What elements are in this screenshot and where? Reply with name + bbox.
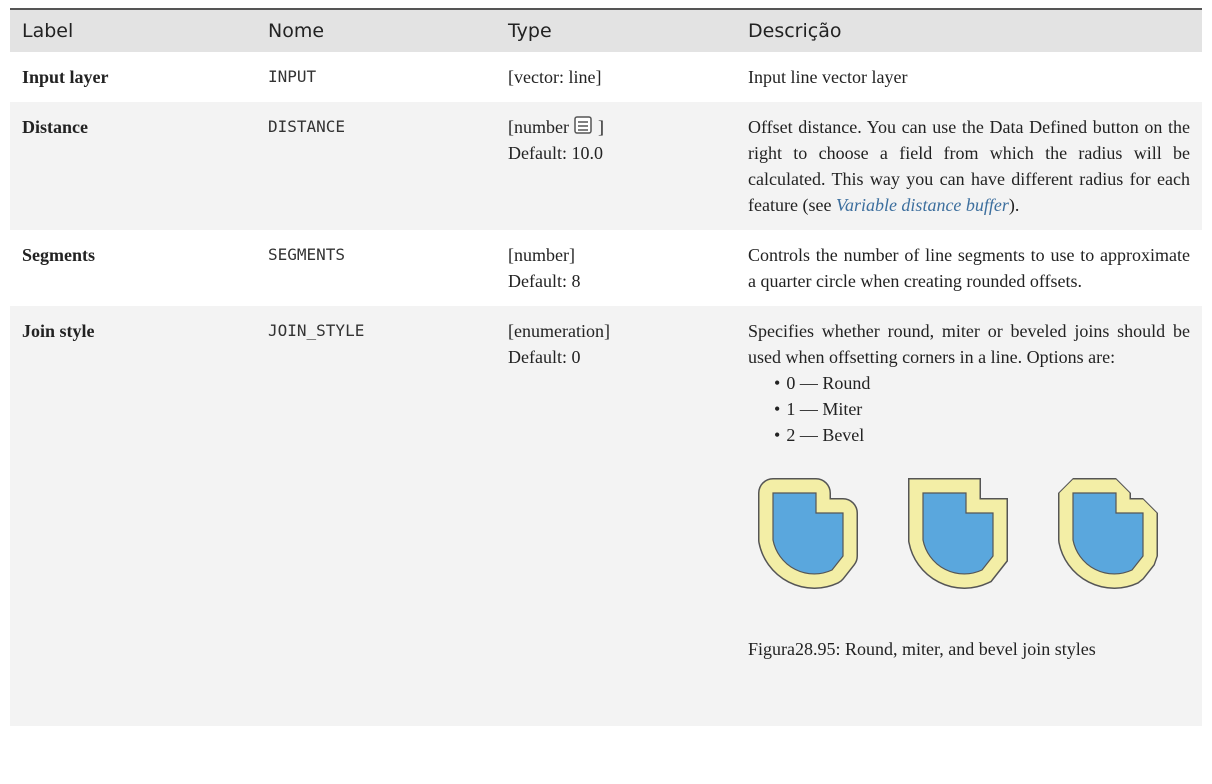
type: ] (597, 117, 604, 137)
data-defined-icon (574, 116, 593, 134)
name: INPUT (268, 67, 317, 86)
option-list: 0 — Round 1 — Miter 2 — Bevel (748, 370, 1190, 448)
description: Input line vector layer (748, 67, 908, 87)
description: Offset distance. You can use the Data De… (736, 102, 1202, 230)
type: [number] Default: 8 (496, 230, 736, 306)
header-cell: Descrição (736, 8, 1202, 52)
default: Default: 8 (508, 271, 581, 291)
label: Input layer (22, 67, 109, 87)
label: Distance (10, 102, 256, 230)
link[interactable]: Variable distance buffer (835, 195, 1009, 215)
option: 0 — Round (774, 370, 1190, 396)
text: ). (1008, 195, 1020, 215)
text: Specifies whether round, miter or bevele… (748, 321, 1190, 367)
type: [number] (508, 245, 575, 265)
default: Default: 0 (508, 347, 581, 367)
header-cell: Type (496, 8, 736, 52)
label: Segments (22, 245, 95, 265)
row: Input layer INPUT [vector: line] Input l… (10, 52, 1202, 102)
header-cell: Label (10, 8, 256, 52)
name: JOIN_STYLE (256, 306, 496, 726)
header-row: Label Nome Type Descrição (10, 8, 1202, 52)
name: DISTANCE (256, 102, 496, 230)
row: Distance DISTANCE [number ] Default: 10.… (10, 102, 1202, 230)
type: [enumeration] (508, 321, 610, 341)
header-cell: Nome (256, 8, 496, 52)
option: 2 — Bevel (774, 422, 1190, 448)
type: [number ] Default: 10.0 (496, 102, 736, 230)
option: 1 — Miter (774, 396, 1190, 422)
text: Offset distance. You can use the Data De… (748, 117, 1190, 215)
row: Segments SEGMENTS [number] Default: 8 Con… (10, 230, 1202, 306)
name: SEGMENTS (268, 245, 346, 264)
type: [enumeration] Default: 0 (496, 306, 736, 726)
figure-caption: Figura28.95: Round, miter, and bevel joi… (748, 639, 1096, 659)
type: [number (508, 117, 569, 137)
description: Specifies whether round, miter or bevele… (736, 306, 1202, 726)
default: Default: 10.0 (508, 143, 603, 163)
join-style-figure (748, 460, 1188, 610)
description: Controls the number of line segments to … (748, 245, 1190, 291)
type: [vector: line] (508, 67, 602, 87)
row: Join style JOIN_STYLE [enumeration] Defau… (10, 306, 1202, 726)
parameter-table: Label Nome Type Descrição Input layer IN… (10, 8, 1202, 726)
label: Join style (10, 306, 256, 726)
